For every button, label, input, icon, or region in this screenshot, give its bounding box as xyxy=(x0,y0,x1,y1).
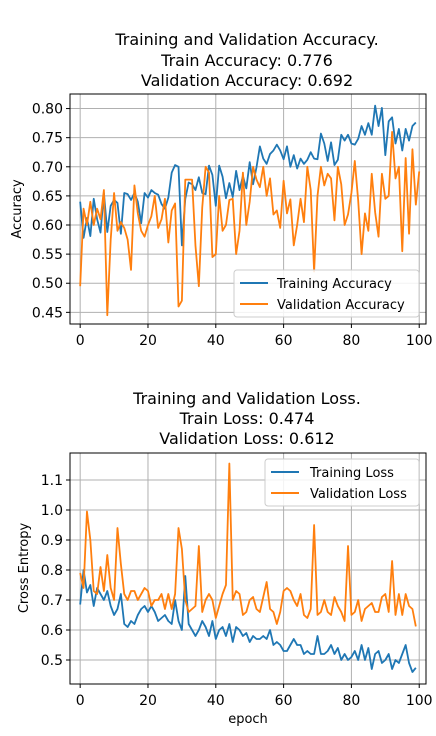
loss-y-tick-label: 0.5 xyxy=(41,653,63,669)
loss-chart: Training and Validation Loss. Train Loss… xyxy=(17,389,433,727)
loss-series-training-line xyxy=(80,570,416,672)
loss-title-line-2: Train Loss: 0.474 xyxy=(179,409,315,428)
loss-title-line-1: Training and Validation Loss. xyxy=(132,389,361,408)
loss-x-tick-label: 40 xyxy=(207,693,225,709)
accuracy-y-tick-label: 0.75 xyxy=(32,131,63,147)
accuracy-x-tick-label: 0 xyxy=(76,333,85,349)
accuracy-y-tick-label: 0.45 xyxy=(32,305,63,321)
loss-legend-val-label: Validation Loss xyxy=(310,487,407,502)
accuracy-legend: Training Accuracy Validation Accuracy xyxy=(234,270,419,317)
loss-y-tick-label: 0.9 xyxy=(41,533,63,549)
accuracy-y-tick-label: 0.65 xyxy=(32,189,63,205)
loss-y-tick-label: 1.0 xyxy=(41,503,63,519)
loss-title-line-3: Validation Loss: 0.612 xyxy=(159,429,334,448)
accuracy-title-line-1: Training and Validation Accuracy. xyxy=(114,30,378,49)
loss-y-tick-label: 1.1 xyxy=(41,473,63,489)
accuracy-x-tick-label: 20 xyxy=(139,333,157,349)
loss-x-tick-label: 0 xyxy=(76,693,85,709)
accuracy-y-tick-label: 0.55 xyxy=(32,247,63,263)
accuracy-y-tick-label: 0.60 xyxy=(32,218,63,234)
accuracy-y-tick-label: 0.70 xyxy=(32,160,63,176)
loss-x-tick-label: 100 xyxy=(406,693,433,709)
loss-x-tick-label: 20 xyxy=(139,693,157,709)
accuracy-x-tick-label: 100 xyxy=(406,333,433,349)
loss-x-axis-label: epoch xyxy=(228,712,268,727)
accuracy-legend-train-label: Training Accuracy xyxy=(276,277,392,292)
loss-y-tick-label: 0.8 xyxy=(41,563,63,579)
loss-x-tick-label: 60 xyxy=(275,693,293,709)
accuracy-y-tick-label: 0.50 xyxy=(32,276,63,292)
loss-y-tick-label: 0.6 xyxy=(41,623,63,639)
accuracy-x-tick-label: 40 xyxy=(207,333,225,349)
accuracy-x-tick-label: 60 xyxy=(275,333,293,349)
accuracy-chart: Training and Validation Accuracy. Train … xyxy=(10,30,433,349)
accuracy-y-axis-label: Accuracy xyxy=(10,179,25,239)
loss-legend: Training Loss Validation Loss xyxy=(265,459,419,506)
loss-x-tick-label: 80 xyxy=(342,693,360,709)
accuracy-legend-val-label: Validation Accuracy xyxy=(277,298,405,313)
accuracy-series-training-line xyxy=(80,106,416,246)
accuracy-title-line-3: Validation Accuracy: 0.692 xyxy=(141,71,353,90)
accuracy-x-tick-label: 80 xyxy=(342,333,360,349)
loss-y-axis-label: Cross Entropy xyxy=(17,523,32,614)
loss-y-tick-label: 0.7 xyxy=(41,593,63,609)
accuracy-y-tick-label: 0.80 xyxy=(32,102,63,118)
accuracy-title-line-2: Train Accuracy: 0.776 xyxy=(160,51,333,70)
loss-legend-train-label: Training Loss xyxy=(309,466,394,481)
